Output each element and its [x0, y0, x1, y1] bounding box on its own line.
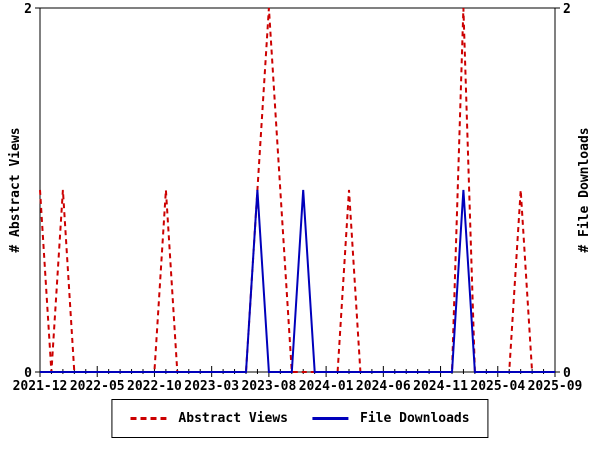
x-tick-label: 2022-05 [70, 379, 125, 394]
plot-border [39, 7, 556, 373]
legend: Abstract Views File Downloads [111, 399, 489, 438]
series-line-file-downloads [40, 189, 555, 373]
legend-item-file-downloads: File Downloads [312, 411, 470, 426]
x-tick-label: 2025-04 [470, 379, 525, 394]
y-tick-label-left: 2 [24, 2, 32, 17]
y-tick-label-right: 0 [563, 366, 571, 381]
x-tick-label: 2024-01 [299, 379, 354, 394]
x-tick-label: 2023-08 [241, 379, 296, 394]
x-tick-label: 2023-03 [184, 379, 239, 394]
y-tick-label-right: 2 [563, 2, 571, 17]
x-tick-label: 2021-12 [13, 379, 68, 394]
legend-label-abstract-views: Abstract Views [178, 411, 288, 426]
solid-line-sample-icon [312, 417, 348, 420]
x-tick-label: 2022-10 [127, 379, 182, 394]
x-tick-label: 2025-09 [528, 379, 583, 394]
right-axis-title: # File Downloads [577, 127, 592, 253]
x-tick-label: 2024-11 [413, 379, 468, 394]
dashed-line-sample-icon [130, 417, 167, 420]
series-line-abstract-views [39, 7, 555, 373]
legend-item-abstract-views: Abstract Views [130, 411, 288, 426]
x-tick-label: 2024-06 [356, 379, 411, 394]
y-tick-label-left: 0 [24, 366, 32, 381]
legend-label-file-downloads: File Downloads [360, 411, 470, 426]
left-axis-title: # Abstract Views [8, 127, 23, 253]
